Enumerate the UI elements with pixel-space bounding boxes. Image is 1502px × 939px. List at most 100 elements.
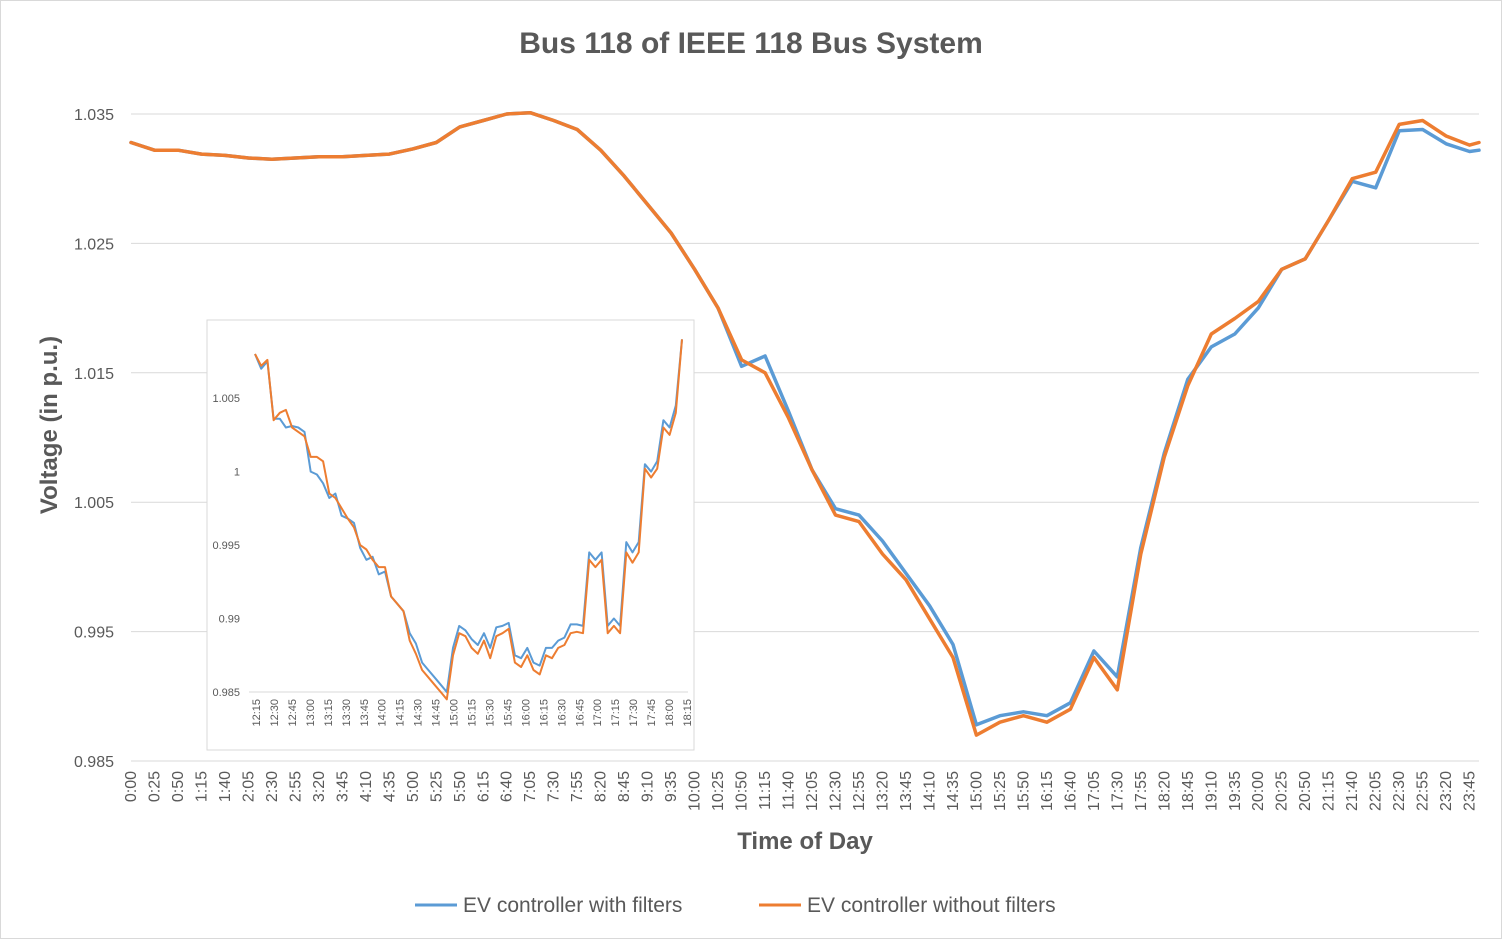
y-tick-label: 0.985	[74, 754, 114, 771]
x-tick-label: 18:20	[1156, 771, 1173, 811]
x-tick-label: 3:45	[334, 771, 351, 802]
x-tick-label: 8:20	[593, 771, 610, 802]
inset-x-axis-ticks: 12:15 12:30 12:45 13:00 13:15 13:30 13:45 14:00…	[251, 699, 694, 727]
x-tick-label: 14:10	[921, 771, 938, 811]
x-tick-label: 7:30	[546, 771, 563, 802]
x-tick-label: 2:05	[240, 771, 257, 802]
x-tick-label: 10:25	[710, 771, 727, 811]
inset-y-tick-label: 0.995	[212, 540, 240, 552]
x-tick-label: 17:55	[1133, 771, 1150, 811]
x-tick-label: 23:20	[1438, 771, 1455, 811]
inset-x-tick-label: 14:45	[431, 699, 443, 727]
x-tick-label: 2:30	[264, 771, 281, 802]
x-tick-label: 10:50	[734, 771, 751, 811]
x-tick-label: 22:30	[1391, 771, 1408, 811]
inset-x-tick-label: 13:15	[323, 699, 335, 727]
inset-x-tick-label: 15:00	[449, 699, 461, 727]
x-tick-label: 12:55	[851, 771, 868, 811]
inset-series-line-with-filters	[254, 339, 683, 693]
x-tick-label: 6:15	[475, 771, 492, 802]
inset-x-tick-label: 18:15	[682, 699, 694, 727]
inset-y-tick-label: 1.005	[212, 393, 240, 405]
x-tick-label: 15:50	[1015, 771, 1032, 811]
x-axis-ticks: 0:00 0:25 0:50 1:15 1:40 2:05 2:30 2:55 3:20 3:45…	[123, 771, 1479, 811]
inset-frame	[206, 319, 695, 751]
inset-x-tick-label: 17:00	[592, 699, 604, 727]
x-tick-label: 18:45	[1180, 771, 1197, 811]
x-tick-label: 16:40	[1062, 771, 1079, 811]
x-tick-label: 1:40	[217, 771, 234, 802]
inset-y-tick-label: 0.99	[219, 614, 240, 626]
x-tick-label: 7:05	[522, 771, 539, 802]
y-tick-label: 1.035	[74, 107, 114, 124]
y-tick-label: 0.995	[74, 625, 114, 642]
inset-x-tick-label: 13:00	[305, 699, 317, 727]
main-series-group	[129, 110, 1481, 737]
x-tick-label: 9:10	[640, 771, 657, 802]
legend-label-without-filters: EV controller without filters	[807, 894, 1056, 917]
inset-x-tick-label: 17:30	[628, 699, 640, 727]
legend: EV controller with filters EV controller…	[415, 894, 1056, 917]
y-axis-title: Voltage (in p.u.)	[36, 336, 63, 514]
x-tick-label: 9:35	[663, 771, 680, 802]
x-tick-label: 13:45	[898, 771, 915, 811]
legend-label-with-filters: EV controller with filters	[463, 894, 682, 917]
x-tick-label: 20:50	[1297, 771, 1314, 811]
y-tick-label: 1.015	[74, 366, 114, 383]
x-tick-label: 7:55	[569, 771, 586, 802]
x-tick-label: 12:30	[828, 771, 845, 811]
x-tick-label: 10:00	[687, 771, 704, 811]
x-tick-label: 20:00	[1250, 771, 1267, 811]
inset-y-tick-label: 1	[234, 467, 240, 479]
x-tick-label: 5:00	[405, 771, 422, 802]
inset-x-tick-label: 17:45	[646, 699, 658, 727]
x-tick-label: 15:25	[992, 771, 1009, 811]
x-tick-label: 4:10	[358, 771, 375, 802]
x-tick-label: 0:25	[146, 771, 163, 802]
x-tick-label: 8:45	[616, 771, 633, 802]
x-tick-label: 21:15	[1321, 771, 1338, 811]
chart-title: Bus 118 of IEEE 118 Bus System	[519, 27, 983, 60]
x-tick-label: 20:25	[1274, 771, 1291, 811]
inset-x-tick-label: 17:15	[610, 699, 622, 727]
inset-x-tick-label: 14:00	[377, 699, 389, 727]
inset-x-tick-label: 16:45	[574, 699, 586, 727]
series-line-without-filters	[129, 110, 1481, 737]
x-tick-label: 22:05	[1368, 771, 1385, 811]
x-tick-label: 0:50	[170, 771, 187, 802]
x-tick-label: 1:15	[193, 771, 210, 802]
x-tick-label: 19:10	[1203, 771, 1220, 811]
inset-x-tick-label: 16:00	[520, 699, 532, 727]
x-tick-label: 14:35	[945, 771, 962, 811]
inset-x-tick-label: 15:30	[484, 699, 496, 727]
x-axis-title: Time of Day	[737, 828, 873, 855]
x-tick-label: 6:40	[499, 771, 516, 802]
inset-series-line-without-filters	[254, 339, 683, 701]
inset-x-tick-label: 14:30	[413, 699, 425, 727]
x-tick-label: 16:15	[1039, 771, 1056, 811]
x-tick-label: 4:35	[381, 771, 398, 802]
inset-x-tick-label: 14:15	[395, 699, 407, 727]
x-tick-label: 11:15	[757, 771, 774, 810]
x-tick-label: 21:40	[1344, 771, 1361, 811]
inset-x-tick-label: 15:15	[467, 699, 479, 727]
inset-x-tick-label: 13:45	[359, 699, 371, 727]
y-tick-label: 1.025	[74, 236, 114, 253]
inset-y-axis-ticks: 1.005 1 0.995 0.99 0.985	[212, 393, 240, 699]
x-tick-label: 23:45	[1462, 771, 1479, 811]
inset-x-tick-label: 12:15	[251, 699, 263, 727]
x-tick-label: 3:20	[311, 771, 328, 802]
x-tick-label: 5:25	[428, 771, 445, 802]
inset-x-tick-label: 12:45	[287, 699, 299, 727]
y-axis-ticks: 1.035 1.025 1.015 1.005 0.995 0.985	[74, 107, 114, 771]
x-tick-label: 5:50	[452, 771, 469, 802]
inset-series-group	[254, 339, 683, 701]
x-tick-label: 19:35	[1227, 771, 1244, 811]
x-tick-label: 11:40	[781, 771, 798, 810]
inset-x-tick-label: 16:30	[556, 699, 568, 727]
y-tick-label: 1.005	[74, 495, 114, 512]
inset-x-tick-label: 13:30	[341, 699, 353, 727]
x-tick-label: 15:00	[968, 771, 985, 811]
